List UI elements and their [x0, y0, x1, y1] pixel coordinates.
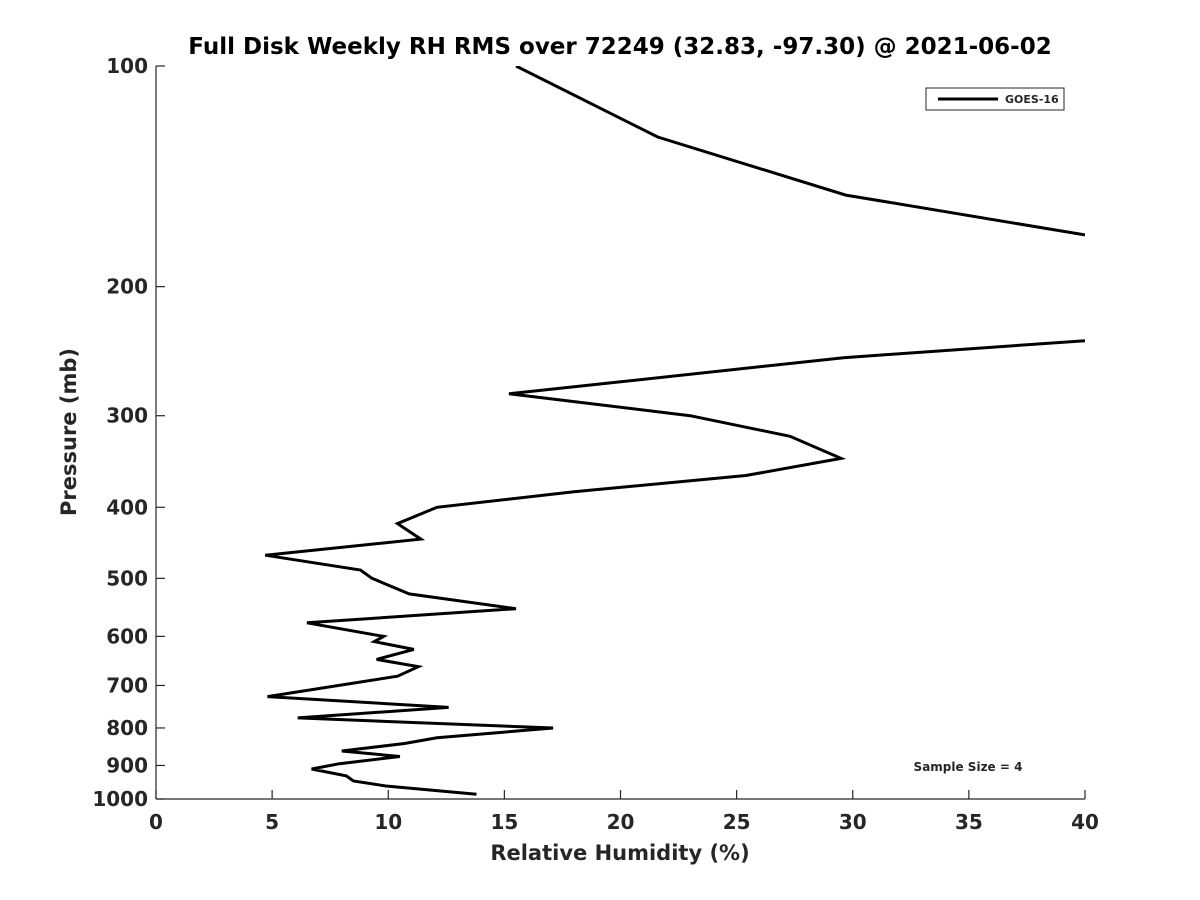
- legend: GOES-16: [925, 87, 1065, 111]
- x-tick-label: 35: [955, 810, 983, 834]
- x-axis-label: Relative Humidity (%): [490, 841, 749, 865]
- y-tick-label: 500: [106, 566, 148, 590]
- y-tick-label: 200: [106, 275, 148, 299]
- y-tick-label: 600: [106, 624, 148, 648]
- legend-label: GOES-16: [1005, 93, 1059, 106]
- x-tick-label: 40: [1071, 810, 1099, 834]
- y-tick-label: 700: [106, 673, 148, 697]
- data-layer: [264, 66, 1085, 796]
- x-tick-label: 5: [265, 810, 279, 834]
- sample-size-annotation: Sample Size = 4: [914, 760, 1023, 774]
- series-line-0-segment-0: [515, 66, 1085, 237]
- y-tick-label: 1000: [92, 787, 148, 811]
- x-tick-label: 10: [374, 810, 402, 834]
- x-tick-label: 0: [149, 810, 163, 834]
- y-axis-label: Pressure (mb): [57, 348, 81, 516]
- y-tick-label: 400: [106, 495, 148, 519]
- y-tick-label: 100: [106, 54, 148, 78]
- y-tick-label: 300: [106, 404, 148, 428]
- axes: 0 5 10 15 20 25 30 35 40 100 200 300 400 500 600 700 800…: [92, 54, 1099, 834]
- series-line-0-segment-1: [264, 339, 1085, 796]
- y-tick-label: 800: [106, 716, 148, 740]
- x-tick-label: 25: [723, 810, 751, 834]
- x-tick-label: 20: [607, 810, 635, 834]
- x-tick-label: 30: [839, 810, 867, 834]
- x-tick-label: 15: [490, 810, 518, 834]
- chart-title: Full Disk Weekly RH RMS over 72249 (32.8…: [188, 34, 1051, 60]
- y-tick-label: 900: [106, 753, 148, 777]
